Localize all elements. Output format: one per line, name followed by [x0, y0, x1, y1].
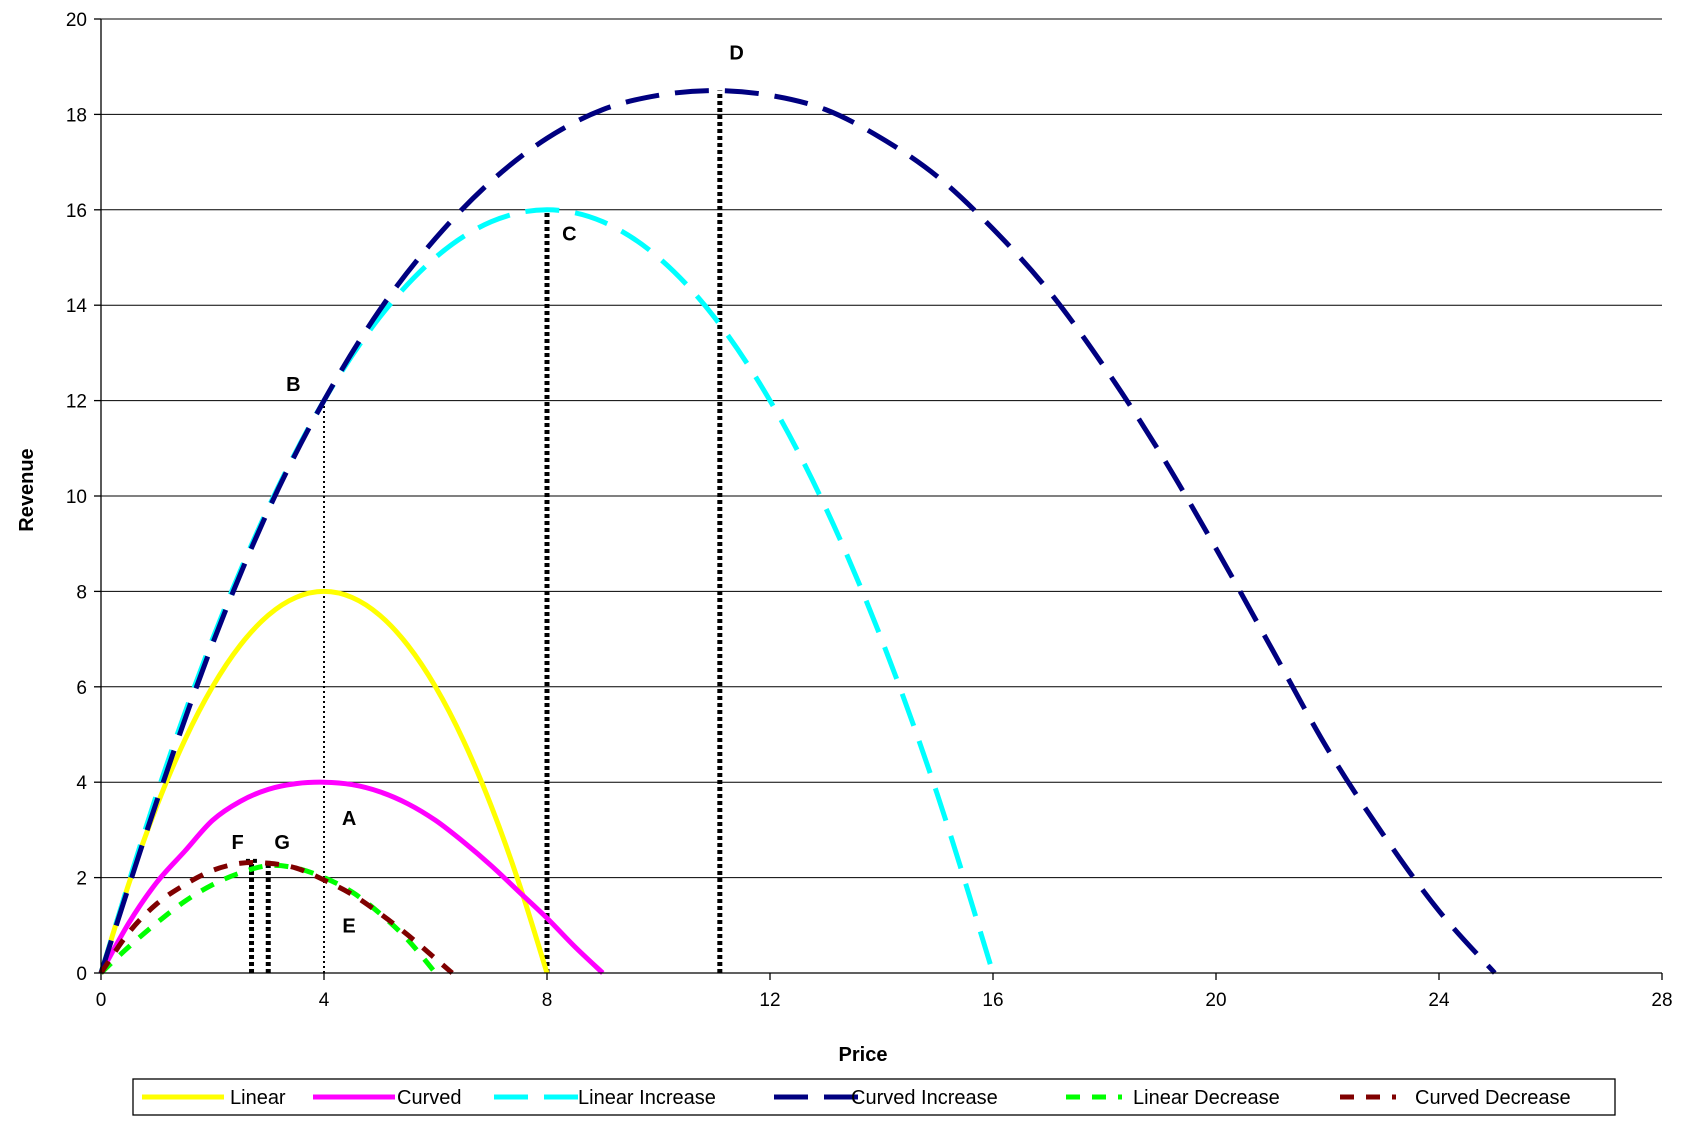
y-tick-label: 10 — [66, 487, 87, 508]
legend-label-curved-decrease: Curved Decrease — [1415, 1087, 1571, 1109]
y-tick-label: 20 — [66, 10, 87, 31]
gridlines — [101, 18, 1662, 974]
y-tick-label: 18 — [66, 105, 87, 126]
y-tick-label: 12 — [66, 392, 87, 413]
legend: Linear Curved Linear Increase Curved Increa… — [132, 1078, 1616, 1116]
legend-label-linear: Linear — [230, 1087, 286, 1109]
annotation-g: G — [274, 832, 290, 854]
annotation-c: C — [562, 224, 576, 246]
series-line-curved-decrease — [98, 860, 454, 975]
legend-label-linear-increase: Linear Increase — [578, 1087, 716, 1109]
y-tick-label: 14 — [66, 296, 88, 317]
y-tick-label: 2 — [76, 869, 87, 890]
annotations: A B C D E F G — [231, 42, 743, 937]
series-line-linear-decrease — [99, 862, 438, 975]
y-tick-label: 4 — [76, 773, 87, 794]
series-line-curved-increase — [98, 88, 1497, 975]
x-tick-label: 12 — [759, 990, 780, 1011]
y-tick-label: 6 — [76, 678, 87, 699]
x-tick-label: 8 — [542, 990, 553, 1011]
y-tick-label: 16 — [66, 201, 87, 222]
annotation-d: D — [729, 42, 743, 64]
series-line-linear-increase — [98, 207, 996, 974]
x-tick-label: 20 — [1205, 990, 1226, 1011]
annotation-f: F — [231, 832, 243, 854]
series-line-curved — [98, 779, 605, 975]
y-tick-label: 8 — [76, 582, 87, 603]
x-tick-label: 0 — [96, 990, 107, 1011]
annotation-b: B — [286, 374, 300, 396]
y-tick-label: 0 — [76, 964, 87, 985]
series-lines — [98, 88, 1497, 975]
annotation-a: A — [342, 808, 356, 830]
x-tick-label: 28 — [1651, 990, 1672, 1011]
legend-label-curved-increase: Curved Increase — [851, 1087, 998, 1109]
legend-label-curved: Curved — [397, 1087, 461, 1109]
x-tick-label: 16 — [982, 990, 1003, 1011]
axes — [94, 18, 1663, 980]
x-axis-title: Price — [839, 1044, 888, 1066]
x-tick-label: 4 — [319, 990, 330, 1011]
legend-label-linear-decrease: Linear Decrease — [1133, 1087, 1280, 1109]
series-line-linear — [98, 588, 550, 974]
y-axis-title: Revenue — [16, 448, 38, 531]
annotation-e: E — [342, 915, 355, 937]
x-tick-label: 24 — [1428, 990, 1450, 1011]
